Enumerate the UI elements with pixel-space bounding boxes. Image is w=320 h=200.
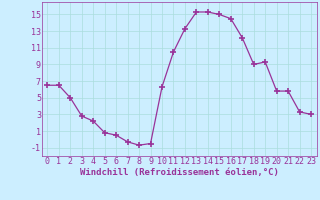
X-axis label: Windchill (Refroidissement éolien,°C): Windchill (Refroidissement éolien,°C) bbox=[80, 168, 279, 177]
